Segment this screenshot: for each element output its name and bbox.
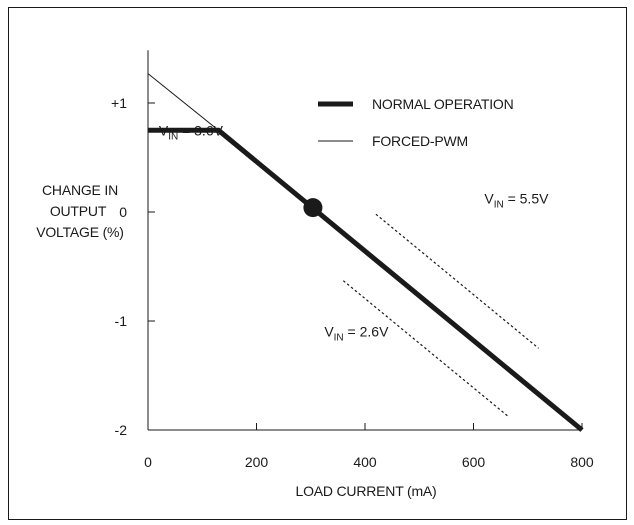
vin-label-0: VIN = 3.6V bbox=[159, 123, 224, 143]
series-layer bbox=[147, 73, 584, 432]
x-tick-label: 400 bbox=[353, 454, 377, 470]
y-tick-label: -2 bbox=[115, 422, 128, 438]
y-tick-label: -1 bbox=[115, 313, 128, 329]
x-tick-label: 800 bbox=[570, 454, 594, 470]
vin-label-1: VIN = 5.5V bbox=[484, 190, 549, 210]
vin-label-text: VIN = 2.6V bbox=[324, 323, 389, 343]
legend: NORMAL OPERATION FORCED-PWM bbox=[318, 96, 514, 149]
x-tick-label: 0 bbox=[144, 454, 152, 470]
vin-label-text: VIN = 5.5V bbox=[484, 190, 549, 210]
legend-label: FORCED-PWM bbox=[372, 133, 468, 149]
y-axis-title-line-3: VOLTAGE (%) bbox=[36, 224, 124, 240]
series-normal-operation bbox=[148, 127, 584, 432]
legend-label: NORMAL OPERATION bbox=[372, 96, 513, 112]
y-axis-title-line-1: CHANGE IN bbox=[42, 182, 118, 198]
y-axis-title-line-2: OUTPUT bbox=[50, 203, 107, 219]
series-forced-pwm bbox=[147, 73, 219, 131]
axes: 0 200 400 600 800 +1 0 -1 -2 bbox=[111, 50, 594, 470]
y-tick-label: 0 bbox=[119, 204, 127, 220]
annotations: VIN = 3.6V VIN = 5.5V VIN = 2.6V bbox=[159, 123, 549, 344]
series-dotted-line-2 bbox=[375, 213, 539, 349]
x-tick-label: 600 bbox=[462, 454, 486, 470]
chart-frame bbox=[8, 7, 627, 520]
series-dotted-line-3 bbox=[342, 280, 510, 418]
y-axis-title: CHANGE IN OUTPUT VOLTAGE (%) bbox=[36, 182, 124, 240]
vin-label-2: VIN = 2.6V bbox=[324, 323, 389, 343]
y-tick-label: +1 bbox=[111, 95, 127, 111]
data-point-marker bbox=[303, 198, 323, 218]
x-axis-title: LOAD CURRENT (mA) bbox=[295, 483, 436, 499]
vin-label-text: VIN = 3.6V bbox=[159, 123, 224, 143]
x-tick-label: 200 bbox=[245, 454, 269, 470]
